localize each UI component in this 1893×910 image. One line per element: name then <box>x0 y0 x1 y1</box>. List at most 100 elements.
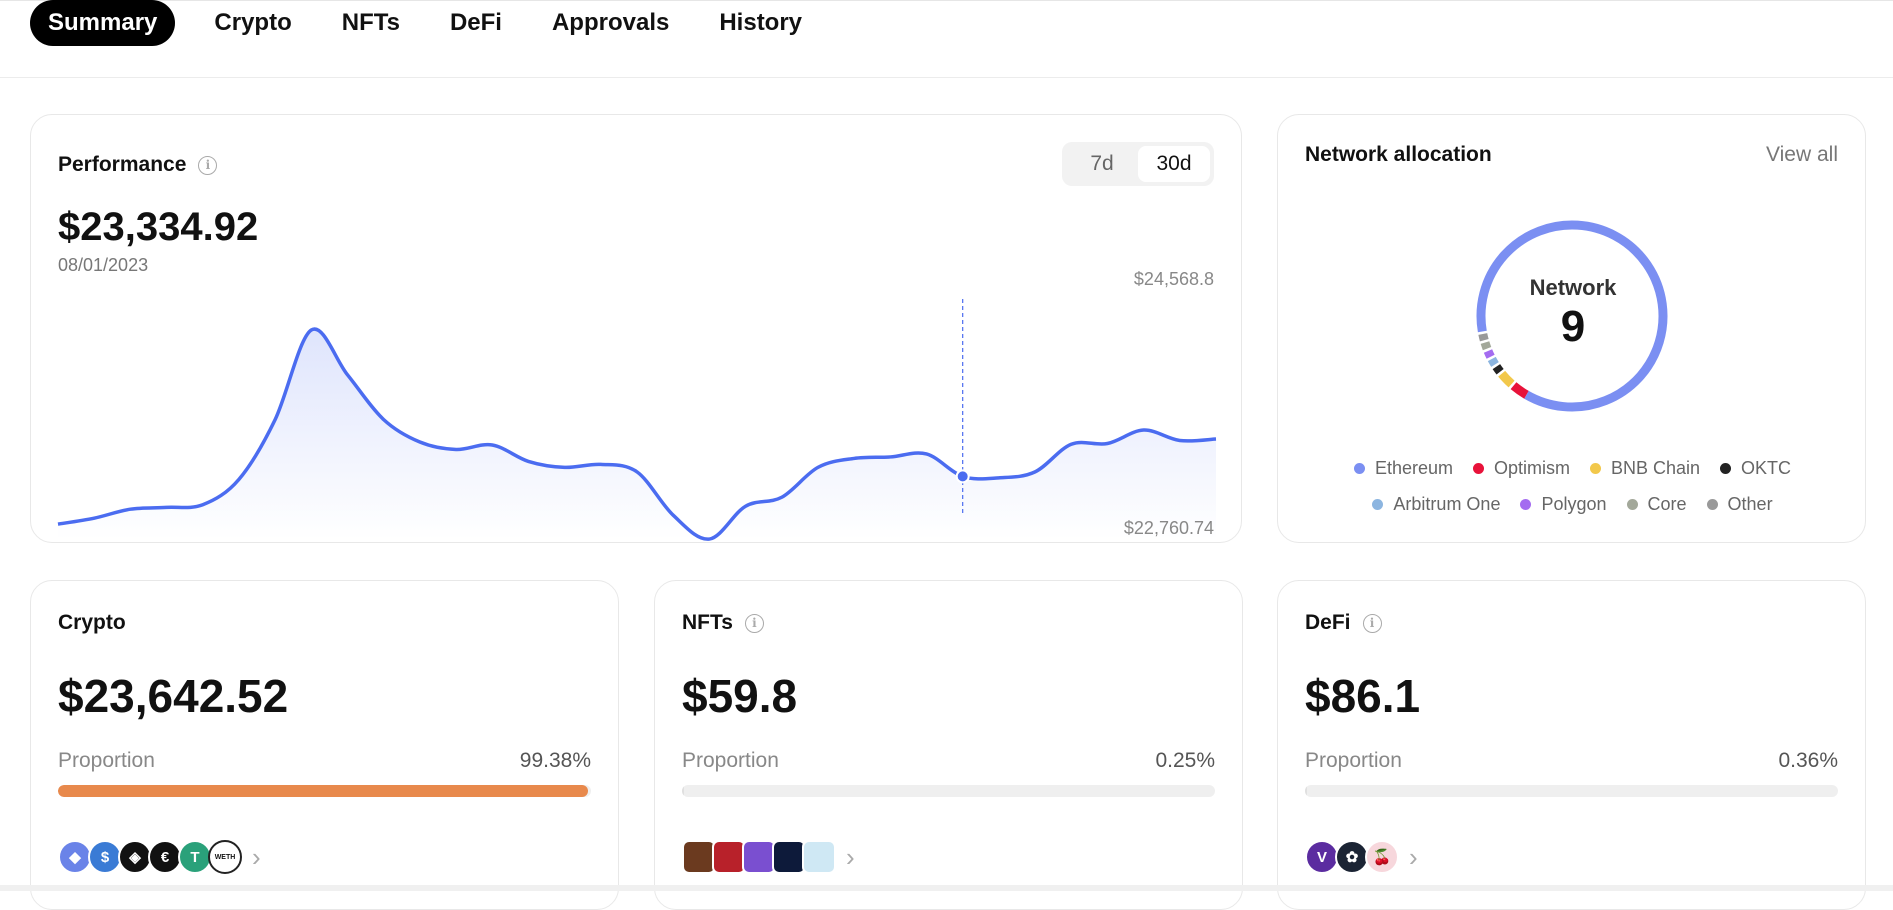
network-legend-row-1: Ethereum Optimism BNB Chain OKTC <box>1278 458 1867 479</box>
info-icon[interactable]: i <box>744 613 764 633</box>
legend-label: Ethereum <box>1374 458 1453 478</box>
legend-dot <box>1589 463 1601 474</box>
info-icon[interactable]: i <box>198 155 218 175</box>
legend-dot <box>1472 463 1484 474</box>
network-donut-chart[interactable] <box>1278 115 1867 544</box>
view-all-link[interactable]: View all <box>1766 143 1838 166</box>
nfts-proportion-label: Proportion <box>682 749 779 772</box>
legend-dot <box>1720 463 1732 474</box>
cherry-icon: 🍒 <box>1365 840 1399 874</box>
legend-dot <box>1626 499 1638 510</box>
tab-summary[interactable]: Summary <box>30 0 176 46</box>
defi-proportion-label: Proportion <box>1305 749 1402 772</box>
legend-label: Core <box>1647 494 1687 514</box>
top-border <box>0 0 1893 1</box>
legend-dot <box>1706 499 1718 510</box>
donut-segment-optimism[interactable] <box>1510 382 1529 399</box>
defi-header: DeFi i <box>1305 611 1382 635</box>
crypto-proportion-label: Proportion <box>58 749 155 772</box>
celo-icon: € <box>148 840 182 874</box>
chevron-right-icon[interactable]: › <box>1409 841 1418 872</box>
crypto-proportion-value: 99.38% <box>519 749 591 772</box>
tab-nfts[interactable]: NFTs <box>341 9 400 36</box>
defi-proportion-bar <box>1305 785 1838 797</box>
nft-thumbnail <box>682 840 716 874</box>
lens-icon: ✿ <box>1335 840 1369 874</box>
crypto-proportion-bar <box>58 785 591 797</box>
legend-label: OKTC <box>1741 458 1792 478</box>
legend-item-core: Core <box>1626 494 1687 515</box>
weth-icon: WETH <box>208 840 242 874</box>
nfts-value: $59.8 <box>682 670 798 722</box>
crypto-token-icons[interactable]: ◆ $ ◈ € T WETH › <box>58 840 261 874</box>
defi-card[interactable]: DeFi i $86.1 Proportion 0.36% V ✿ 🍒 › <box>1277 580 1866 910</box>
performance-title: Performance <box>58 153 187 176</box>
tab-crypto[interactable]: Crypto <box>214 9 292 36</box>
nfts-proportion-value: 0.25% <box>1155 749 1215 772</box>
chart-area-fill <box>58 329 1216 540</box>
donut-segment-bnb-chain[interactable] <box>1498 370 1515 388</box>
nft-thumbnail <box>742 840 776 874</box>
nfts-proportion-fill <box>682 785 684 797</box>
usdc-icon: $ <box>88 840 122 874</box>
chevron-right-icon[interactable]: › <box>252 841 261 872</box>
legend-label: Optimism <box>1493 458 1570 478</box>
donut-segment-polygon[interactable] <box>1483 349 1495 359</box>
tab-history[interactable]: History <box>719 9 803 36</box>
defi-title: DeFi <box>1305 611 1351 634</box>
nft-thumbnails[interactable]: › <box>682 840 855 874</box>
chevron-right-icon[interactable]: › <box>846 841 855 872</box>
info-icon[interactable]: i <box>1362 613 1382 633</box>
donut-segment-other[interactable] <box>1478 333 1489 342</box>
legend-item-bnb-chain: BNB Chain <box>1589 458 1701 479</box>
donut-segment-arbitrum-one[interactable] <box>1487 356 1499 367</box>
legend-item-oktc: OKTC <box>1720 458 1791 479</box>
chart-min-label: $22,760.74 <box>1123 518 1214 538</box>
performance-card: Performance i $23,334.92 08/01/2023 7d 30… <box>30 114 1242 543</box>
legend-item-arbitrum-one: Arbitrum One <box>1372 494 1500 515</box>
legend-label: Arbitrum One <box>1393 494 1501 514</box>
crypto-value: $23,642.52 <box>58 670 289 722</box>
crypto-card[interactable]: Crypto $23,642.52 Proportion 99.38% ◆ $ ◈ €… <box>30 580 619 910</box>
legend-dot <box>1520 499 1532 510</box>
network-legend-row-2: Arbitrum One Polygon Core Other <box>1278 494 1867 515</box>
network-allocation-card: Network allocation View all Network 9 Et… <box>1277 114 1866 543</box>
legend-label: BNB Chain <box>1610 458 1701 478</box>
donut-segment-oktc[interactable] <box>1492 364 1504 375</box>
nfts-header: NFTs i <box>682 611 764 635</box>
legend-label: Polygon <box>1541 494 1607 514</box>
ethereum-icon: ◆ <box>58 840 92 874</box>
range-7d-button[interactable]: 7d <box>1090 152 1114 175</box>
range-toggle: 7d 30d <box>1062 142 1214 186</box>
nfts-card[interactable]: NFTs i $59.8 Proportion 0.25% › <box>654 580 1243 910</box>
tab-approvals[interactable]: Approvals <box>551 9 670 36</box>
legend-dot <box>1353 463 1365 474</box>
performance-date: 08/01/2023 <box>58 255 149 275</box>
nft-thumbnail <box>772 840 806 874</box>
chart-series-line <box>57 327 1217 541</box>
performance-header: Performance i <box>58 153 218 177</box>
legend-item-ethereum: Ethereum <box>1353 458 1453 479</box>
donut-segment-core[interactable] <box>1480 341 1492 351</box>
defi-protocol-icons[interactable]: V ✿ 🍒 › <box>1305 840 1418 874</box>
bottom-edge <box>0 885 1893 891</box>
nfts-title: NFTs <box>682 611 733 634</box>
performance-chart[interactable] <box>31 115 1243 544</box>
tab-defi[interactable]: DeFi <box>449 9 502 36</box>
donut-center-title: Network <box>1529 275 1617 300</box>
chart-max-label: $24,568.8 <box>1133 269 1214 289</box>
range-30d-button[interactable]: 30d <box>1138 146 1210 182</box>
donut-segment-ethereum[interactable] <box>1476 220 1668 412</box>
tether-icon: T <box>178 840 212 874</box>
legend-label: Other <box>1727 494 1773 514</box>
legend-dot <box>1372 499 1384 510</box>
network-title: Network allocation <box>1305 143 1492 166</box>
crypto-proportion-fill <box>58 785 588 797</box>
legend-item-polygon: Polygon <box>1520 494 1607 515</box>
nft-thumbnail <box>712 840 746 874</box>
tabs-divider <box>0 77 1893 78</box>
legend-item-optimism: Optimism <box>1472 458 1570 479</box>
defi-proportion-value: 0.36% <box>1778 749 1838 772</box>
legend-item-other: Other <box>1706 494 1773 515</box>
chart-highlight-point <box>955 469 970 484</box>
